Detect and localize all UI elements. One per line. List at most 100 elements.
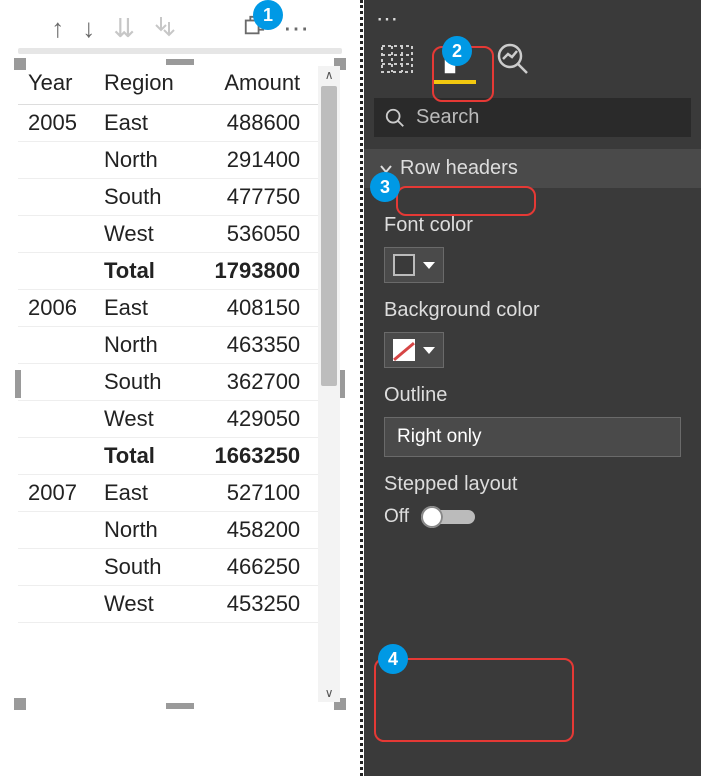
cell-region: North xyxy=(94,327,193,364)
table-row[interactable]: South477750 xyxy=(18,179,318,216)
expand-all-down-icon[interactable]: ⇊ xyxy=(113,15,135,41)
cell-amount: 362700 xyxy=(193,364,318,401)
toggle-knob xyxy=(421,506,443,528)
chevron-down-icon xyxy=(423,347,435,354)
callout-badge-4: 4 xyxy=(378,644,408,674)
more-options-icon[interactable]: ⋯ xyxy=(283,15,309,41)
cell-total-label: Total xyxy=(94,253,193,290)
stepped-layout-toggle[interactable] xyxy=(423,510,475,524)
cell-region: North xyxy=(94,512,193,549)
cell-year: 2006 xyxy=(18,290,94,327)
cell-amount: 477750 xyxy=(193,179,318,216)
scroll-thumb[interactable] xyxy=(321,86,337,386)
table-total-row[interactable]: Total1793800 xyxy=(18,253,318,290)
callout-badge-3: 3 xyxy=(370,172,400,202)
table-row[interactable]: West453250 xyxy=(18,586,318,623)
scroll-down-icon[interactable]: ∨ xyxy=(318,684,340,702)
cell-year xyxy=(18,401,94,438)
drill-down-icon[interactable]: ↓ xyxy=(82,15,95,41)
cell-region: West xyxy=(94,216,193,253)
cell-year xyxy=(18,216,94,253)
cell-region: South xyxy=(94,179,193,216)
search-input[interactable] xyxy=(416,106,681,129)
cell-region: West xyxy=(94,401,193,438)
font-color-label: Font color xyxy=(384,214,681,237)
cell-region: North xyxy=(94,142,193,179)
cell-year xyxy=(18,512,94,549)
cell-year: 2005 xyxy=(18,105,94,142)
font-color-swatch xyxy=(393,254,415,276)
background-color-picker[interactable] xyxy=(384,332,444,368)
scroll-up-icon[interactable]: ∧ xyxy=(318,66,340,84)
cell-year xyxy=(18,549,94,586)
format-pane: ⋯ xyxy=(364,0,701,776)
matrix-visual[interactable]: Year Region Amount 2005East488600North29… xyxy=(18,62,342,706)
vertical-scrollbar[interactable]: ∧ ∨ xyxy=(318,66,340,702)
cell-amount: 466250 xyxy=(193,549,318,586)
cell-region: South xyxy=(94,549,193,586)
cell-year xyxy=(18,327,94,364)
font-color-picker[interactable] xyxy=(384,247,444,283)
cell-amount: 429050 xyxy=(193,401,318,438)
toolbar-divider xyxy=(18,48,342,54)
background-color-label: Background color xyxy=(384,299,681,322)
outline-select[interactable]: Right only xyxy=(384,417,681,457)
table-row[interactable]: West429050 xyxy=(18,401,318,438)
table-row[interactable]: North463350 xyxy=(18,327,318,364)
cell-amount: 408150 xyxy=(193,290,318,327)
cell-total-amount: 1663250 xyxy=(193,438,318,475)
table-row[interactable]: North291400 xyxy=(18,142,318,179)
cell-amount: 527100 xyxy=(193,475,318,512)
tab-analytics-icon[interactable] xyxy=(494,40,532,78)
table-total-row[interactable]: Total1663250 xyxy=(18,438,318,475)
table-row[interactable]: West536050 xyxy=(18,216,318,253)
col-header-year[interactable]: Year xyxy=(18,62,94,105)
table-row[interactable]: South466250 xyxy=(18,549,318,586)
pane-tabs xyxy=(364,28,701,84)
cell-total-amount: 1793800 xyxy=(193,253,318,290)
tab-fields-icon[interactable] xyxy=(378,40,416,78)
background-color-swatch xyxy=(393,339,415,361)
table-row[interactable]: North458200 xyxy=(18,512,318,549)
visual-canvas: ↑ ↓ ⇊ ⋯ xyxy=(0,0,360,776)
cell-amount: 291400 xyxy=(193,142,318,179)
cell-year xyxy=(18,364,94,401)
table-row[interactable]: 2006East408150 xyxy=(18,290,318,327)
matrix-table: Year Region Amount 2005East488600North29… xyxy=(18,62,318,623)
stepped-layout-state: Off xyxy=(384,506,409,528)
highlight-stepped-layout xyxy=(374,658,574,742)
outline-label: Outline xyxy=(384,384,681,407)
section-title: Row headers xyxy=(400,157,518,180)
table-row[interactable]: South362700 xyxy=(18,364,318,401)
cell-amount: 463350 xyxy=(193,327,318,364)
expand-next-level-icon[interactable] xyxy=(153,14,177,42)
chevron-down-icon xyxy=(423,262,435,269)
callout-badge-1: 1 xyxy=(253,0,283,30)
cell-amount: 453250 xyxy=(193,586,318,623)
col-header-region[interactable]: Region xyxy=(94,62,193,105)
cell-region: East xyxy=(94,105,193,142)
cell-amount: 488600 xyxy=(193,105,318,142)
cell-region: East xyxy=(94,475,193,512)
cell-year xyxy=(18,179,94,216)
pane-more-icon[interactable]: ⋯ xyxy=(364,6,701,28)
visual-toolbar: ↑ ↓ ⇊ ⋯ xyxy=(0,8,360,48)
outline-value: Right only xyxy=(397,426,482,447)
cell-total-label: Total xyxy=(94,438,193,475)
search-box[interactable] xyxy=(374,98,691,137)
table-row[interactable]: 2005East488600 xyxy=(18,105,318,142)
cell-year xyxy=(18,142,94,179)
drill-up-icon[interactable]: ↑ xyxy=(51,15,64,41)
section-row-headers[interactable]: Row headers xyxy=(364,149,701,188)
cell-year xyxy=(18,586,94,623)
col-header-amount[interactable]: Amount xyxy=(193,62,318,105)
stepped-layout-label: Stepped layout xyxy=(384,473,681,496)
table-row[interactable]: 2007East527100 xyxy=(18,475,318,512)
cell-region: South xyxy=(94,364,193,401)
search-icon xyxy=(384,107,406,129)
cell-amount: 458200 xyxy=(193,512,318,549)
cell-region: West xyxy=(94,586,193,623)
cell-amount: 536050 xyxy=(193,216,318,253)
callout-badge-2: 2 xyxy=(442,36,472,66)
cell-year: 2007 xyxy=(18,475,94,512)
